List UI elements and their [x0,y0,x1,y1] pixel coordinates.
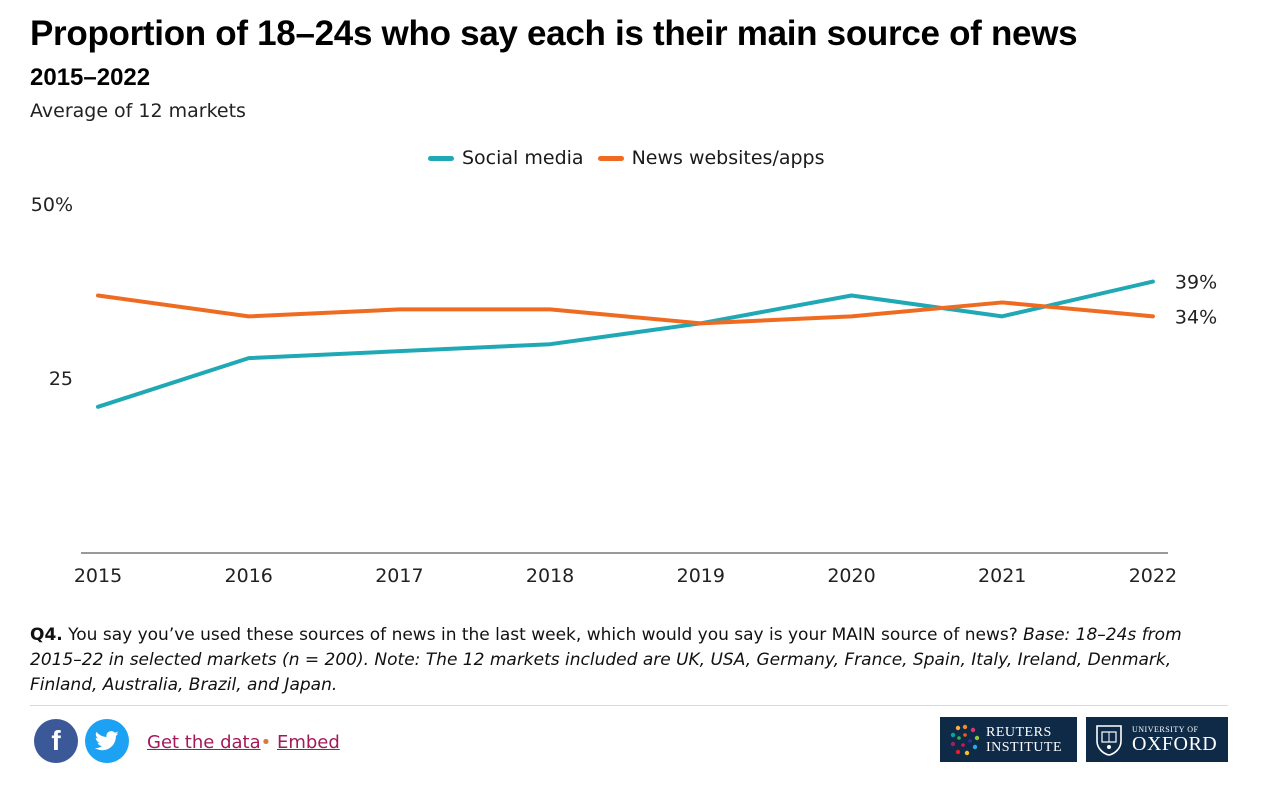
legend: Social media News websites/apps [428,147,825,169]
caption-base-note: Base: 18–24s from 2015–22 in selected ma… [30,625,1182,695]
twitter-share-button[interactable] [85,719,129,763]
x-tick-label: 2019 [677,565,725,587]
x-tick-label: 2015 [74,565,122,587]
x-tick-label: 2022 [1129,565,1177,587]
x-tick-label: 2018 [526,565,574,587]
caption-question-label: Q4. [30,625,63,645]
line-chart: 50% 25 2015 2016 2017 2018 2019 2020 2021 2022 39%… [31,194,1217,587]
oxford-logo-line1: UNIVERSITY OF [1132,725,1199,734]
x-tick-label: 2016 [225,565,273,587]
y-tick-label: 25 [49,368,73,390]
oxford-university-logo[interactable]: UNIVERSITY OF OXFORD [1086,717,1228,762]
reuters-logo-line2: INSTITUTE [986,739,1063,755]
oxford-logo-text: UNIVERSITY OF OXFORD [1132,725,1217,754]
end-label-social-media: 39% [1175,272,1217,294]
x-tick-label: 2017 [375,565,423,587]
legend-swatch-social-media [428,155,454,161]
chart-caption: Q4. You say you’ve used these sources of… [30,623,1235,698]
series-line-news-websites [96,293,1155,326]
caption-question: You say you’ve used these sources of new… [62,625,1024,645]
legend-item-news-websites[interactable]: News websites/apps [597,147,825,169]
chart-subtitle: 2015–2022 [30,64,151,91]
legend-label-news-websites: News websites/apps [631,147,825,169]
oxford-logo-line2: OXFORD [1132,733,1218,755]
chart-title: Proportion of 18–24s who say each is the… [30,14,1078,53]
legend-label-social-media: Social media [462,147,584,169]
get-data-link[interactable]: Get the data [147,732,261,753]
footer-links: Get the data• Embed [147,732,340,753]
embed-link[interactable]: Embed [276,732,340,753]
reuters-institute-logo[interactable]: REUTERS INSTITUTE [940,717,1077,762]
facebook-icon: f [51,725,61,756]
chart-note: Average of 12 markets [30,100,246,122]
legend-swatch-news-websites [597,155,624,161]
oxford-crest-icon [1096,724,1122,756]
reuters-logo-text: REUTERS INSTITUTE [986,725,1062,755]
end-label-news-websites: 34% [1175,306,1217,328]
y-tick-label: 50% [31,194,73,216]
facebook-share-button[interactable]: f [34,719,78,763]
twitter-icon [95,731,119,751]
x-tick-label: 2020 [827,565,875,587]
footer-divider [30,705,1228,706]
reuters-logo-line1: REUTERS [986,724,1052,740]
legend-item-social-media[interactable]: Social media [428,147,584,169]
x-tick-label: 2021 [978,565,1026,587]
series-line-social-media [96,279,1155,409]
reuters-dots-icon [950,724,980,756]
link-separator: • [260,732,272,753]
